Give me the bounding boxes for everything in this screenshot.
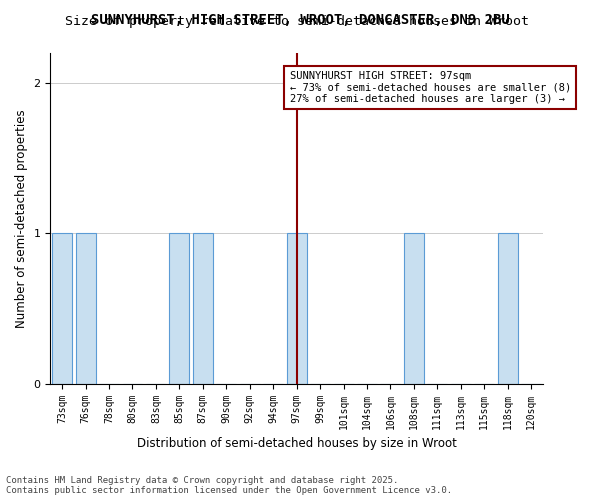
Text: SUNNYHURST, HIGH STREET, WROOT, DONCASTER, DN9 2BU: SUNNYHURST, HIGH STREET, WROOT, DONCASTE… [91, 12, 509, 26]
Y-axis label: Number of semi-detached properties: Number of semi-detached properties [15, 109, 28, 328]
Bar [52, 234, 72, 384]
Text: SUNNYHURST HIGH STREET: 97sqm
← 73% of semi-detached houses are smaller (8)
27% : SUNNYHURST HIGH STREET: 97sqm ← 73% of s… [290, 71, 571, 104]
Bar [193, 234, 213, 384]
Bar [498, 234, 518, 384]
Bar [76, 234, 95, 384]
X-axis label: Distribution of semi-detached houses by size in Wroot: Distribution of semi-detached houses by … [137, 437, 457, 450]
Bar [169, 234, 190, 384]
Text: Contains HM Land Registry data © Crown copyright and database right 2025.
Contai: Contains HM Land Registry data © Crown c… [6, 476, 452, 495]
Bar [287, 234, 307, 384]
Bar [404, 234, 424, 384]
Title: Size of property relative to semi-detached houses in Wroot: Size of property relative to semi-detach… [65, 15, 529, 28]
